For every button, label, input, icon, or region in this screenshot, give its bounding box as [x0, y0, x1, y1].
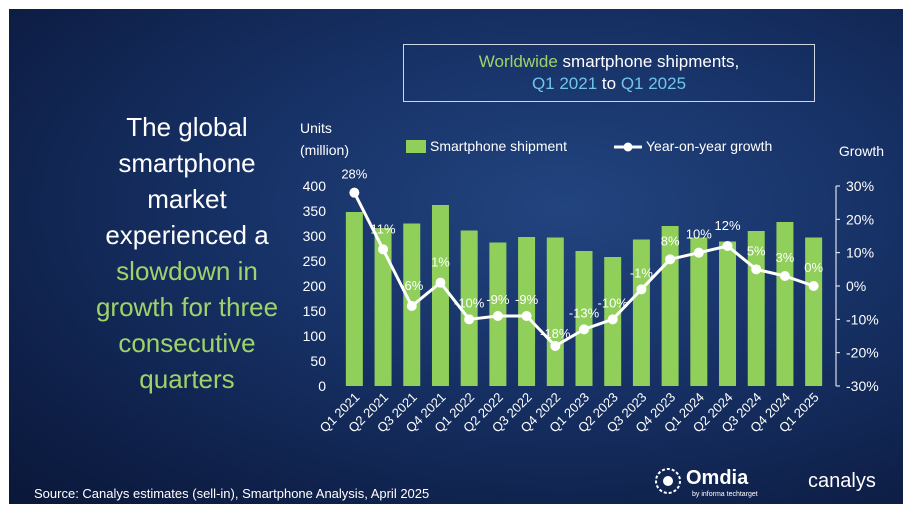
title-end-period: Q1 2025 — [620, 74, 687, 93]
canalys-logo-icon — [779, 468, 802, 484]
y-axis-label-right: Growth — [839, 143, 884, 159]
growth-label: 8% — [661, 233, 680, 248]
growth-point — [349, 187, 360, 198]
growth-label: 5% — [747, 243, 766, 258]
growth-point — [521, 311, 532, 321]
canalys-logo-text: canalys — [808, 470, 876, 492]
growth-point — [665, 254, 676, 265]
legend-bar-label: Smartphone shipment — [430, 138, 567, 154]
bar — [431, 205, 449, 386]
headline-line: market — [147, 184, 227, 214]
bar — [661, 226, 679, 386]
bar — [345, 212, 363, 386]
y-tick-right: -10% — [846, 311, 879, 327]
headline-line-highlight: quarters — [139, 364, 235, 394]
headline-line: smartphone — [118, 148, 256, 178]
y-tick-left: 100 — [303, 328, 327, 344]
growth-label: -6% — [400, 278, 424, 293]
bar — [374, 228, 392, 386]
footer-strip — [0, 504, 913, 517]
headline-line: experienced a — [105, 220, 269, 250]
y-tick-right: -30% — [846, 378, 879, 394]
growth-point — [779, 271, 790, 281]
y-tick-left: 350 — [303, 203, 327, 219]
growth-label: 1% — [431, 255, 450, 270]
title-start-period: Q1 2021 — [531, 74, 598, 93]
growth-point — [464, 314, 475, 325]
y-tick-left: 300 — [303, 228, 327, 244]
y-tick-left: 50 — [310, 353, 326, 369]
y-tick-right: 30% — [846, 178, 874, 194]
omdia-logo-text: Omdia — [686, 467, 749, 489]
growth-point — [751, 264, 762, 275]
bar — [546, 237, 564, 386]
growth-label: -10% — [598, 295, 629, 310]
bar — [805, 237, 823, 386]
headline-line-highlight: consecutive — [118, 328, 256, 358]
y-tick-right: 0% — [846, 278, 866, 294]
title-connector: to — [597, 74, 621, 93]
growth-point — [378, 244, 389, 255]
legend-line-label: Year-on-year growth — [646, 138, 772, 154]
bar — [575, 251, 593, 386]
title-rest: smartphone shipments, — [557, 52, 740, 71]
bar — [719, 241, 737, 386]
source-note: Source: Canalys estimates (sell-in), Sma… — [34, 486, 430, 501]
growth-point — [607, 314, 618, 325]
bar — [632, 239, 650, 386]
headline-line-highlight: slowdown in — [116, 256, 258, 286]
y-tick-left: 0 — [318, 378, 326, 394]
growth-label: 0% — [804, 260, 823, 275]
y-tick-left: 400 — [303, 178, 327, 194]
bar — [776, 222, 794, 386]
omdia-logo-icon — [655, 468, 681, 494]
legend-bar-swatch — [406, 140, 426, 153]
y-tick-left: 200 — [303, 278, 327, 294]
legend-line-marker — [623, 142, 633, 152]
y-axis-label-left: (million) — [300, 142, 349, 158]
growth-point — [435, 277, 446, 288]
growth-label: -10% — [454, 295, 485, 310]
omdia-logo-core — [663, 476, 673, 486]
growth-point — [492, 311, 503, 321]
headline-line-highlight: growth for three — [95, 292, 279, 322]
growth-label: -9% — [515, 292, 539, 307]
growth-label: 3% — [776, 250, 795, 265]
y-axis-label-left: Units — [300, 120, 332, 136]
growth-point — [722, 241, 733, 251]
chart-title-box: Worldwide smartphone shipments, Q1 2021 … — [403, 44, 815, 102]
growth-label: -1% — [630, 265, 654, 280]
growth-point — [406, 301, 417, 311]
y-tick-right: 10% — [846, 245, 874, 261]
chart-title-line-2: Q1 2021 to Q1 2025 — [404, 73, 814, 95]
bar — [460, 230, 478, 386]
growth-label: -13% — [569, 305, 600, 320]
chart-title-line-1: Worldwide smartphone shipments, — [404, 51, 814, 73]
growth-point — [693, 247, 704, 258]
omdia-logo-subtext: by informa techtarget — [692, 491, 758, 498]
headline: The global smartphone market experienced… — [37, 109, 337, 397]
growth-label: 28% — [341, 167, 367, 182]
growth-label: 11% — [371, 221, 396, 236]
growth-label: -18% — [540, 326, 571, 341]
title-green-word: Worldwide — [478, 52, 558, 71]
growth-point — [636, 284, 647, 295]
y-tick-right: 20% — [846, 211, 874, 227]
headline-line: The global — [126, 112, 248, 142]
y-tick-right: -20% — [846, 345, 879, 361]
growth-label: -9% — [486, 292, 510, 307]
growth-point — [808, 281, 819, 291]
y-tick-left: 150 — [303, 303, 327, 319]
bar — [690, 237, 708, 386]
growth-point — [579, 324, 589, 335]
growth-label: 10% — [686, 227, 712, 242]
y-tick-left: 250 — [303, 253, 327, 269]
growth-label: 12% — [715, 218, 741, 233]
growth-point — [550, 341, 561, 351]
